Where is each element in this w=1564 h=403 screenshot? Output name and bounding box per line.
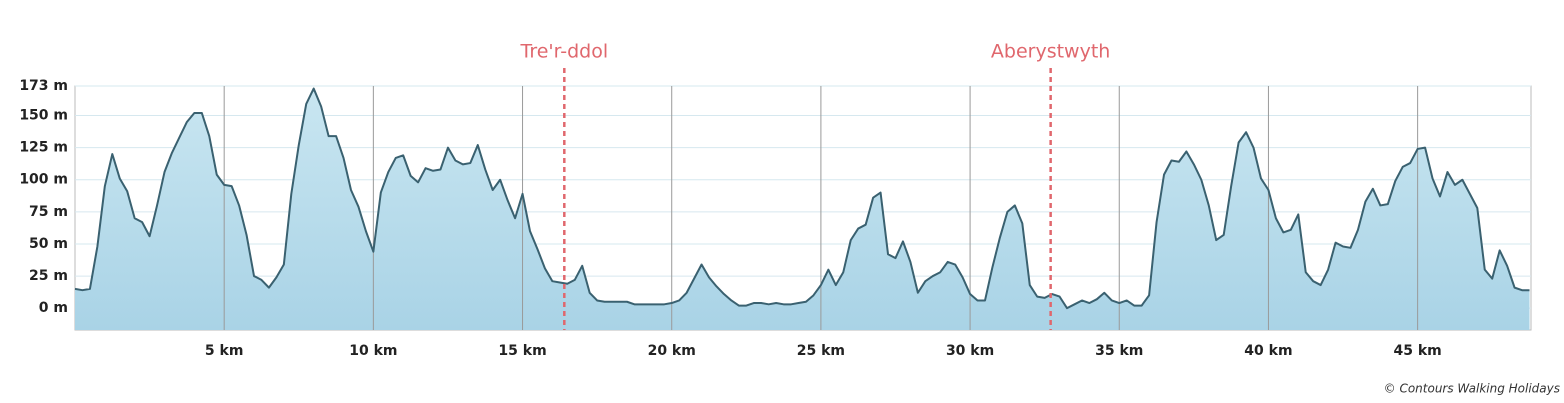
x-tick-label: 20 km (648, 343, 696, 359)
credit: © Contours Walking Holidays (1384, 382, 1560, 396)
y-tick-label: 0 m (39, 300, 68, 316)
y-tick-label: 125 m (19, 140, 68, 156)
y-tick-label: 25 m (29, 268, 68, 284)
y-tick-label: 173 m (19, 78, 68, 94)
y-tick-label: 75 m (29, 204, 68, 220)
y-tick-label: 100 m (19, 172, 68, 188)
x-tick-label: 15 km (498, 343, 546, 359)
x-tick-label: 10 km (349, 343, 397, 359)
y-tick-label: 150 m (19, 108, 68, 124)
marker-label: Tre'r-ddol (520, 41, 609, 63)
x-tick-label: 40 km (1244, 343, 1292, 359)
x-tick-label: 30 km (946, 343, 994, 359)
marker-label: Aberystwyth (991, 41, 1110, 63)
elevation-line (74, 87, 1530, 310)
y-tick-label: 50 m (29, 236, 68, 252)
x-tick-label: 45 km (1393, 343, 1441, 359)
x-tick-label: 5 km (205, 343, 244, 359)
x-tick-label: 25 km (797, 343, 845, 359)
x-tick-label: 35 km (1095, 343, 1143, 359)
labels: 0 m 25 m 50 m 75 m 100 m 125 m 150 m 173 m 5 km 1… (19, 41, 1441, 360)
plot (74, 68, 1530, 330)
elevation-area (75, 88, 1530, 330)
